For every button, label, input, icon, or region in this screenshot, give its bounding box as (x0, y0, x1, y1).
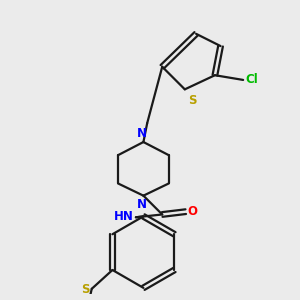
Text: S: S (81, 283, 90, 296)
Text: N: N (136, 197, 146, 211)
Text: N: N (136, 127, 146, 140)
Text: HN: HN (114, 210, 134, 223)
Text: S: S (188, 94, 196, 107)
Text: O: O (188, 205, 198, 218)
Text: Cl: Cl (245, 74, 258, 86)
